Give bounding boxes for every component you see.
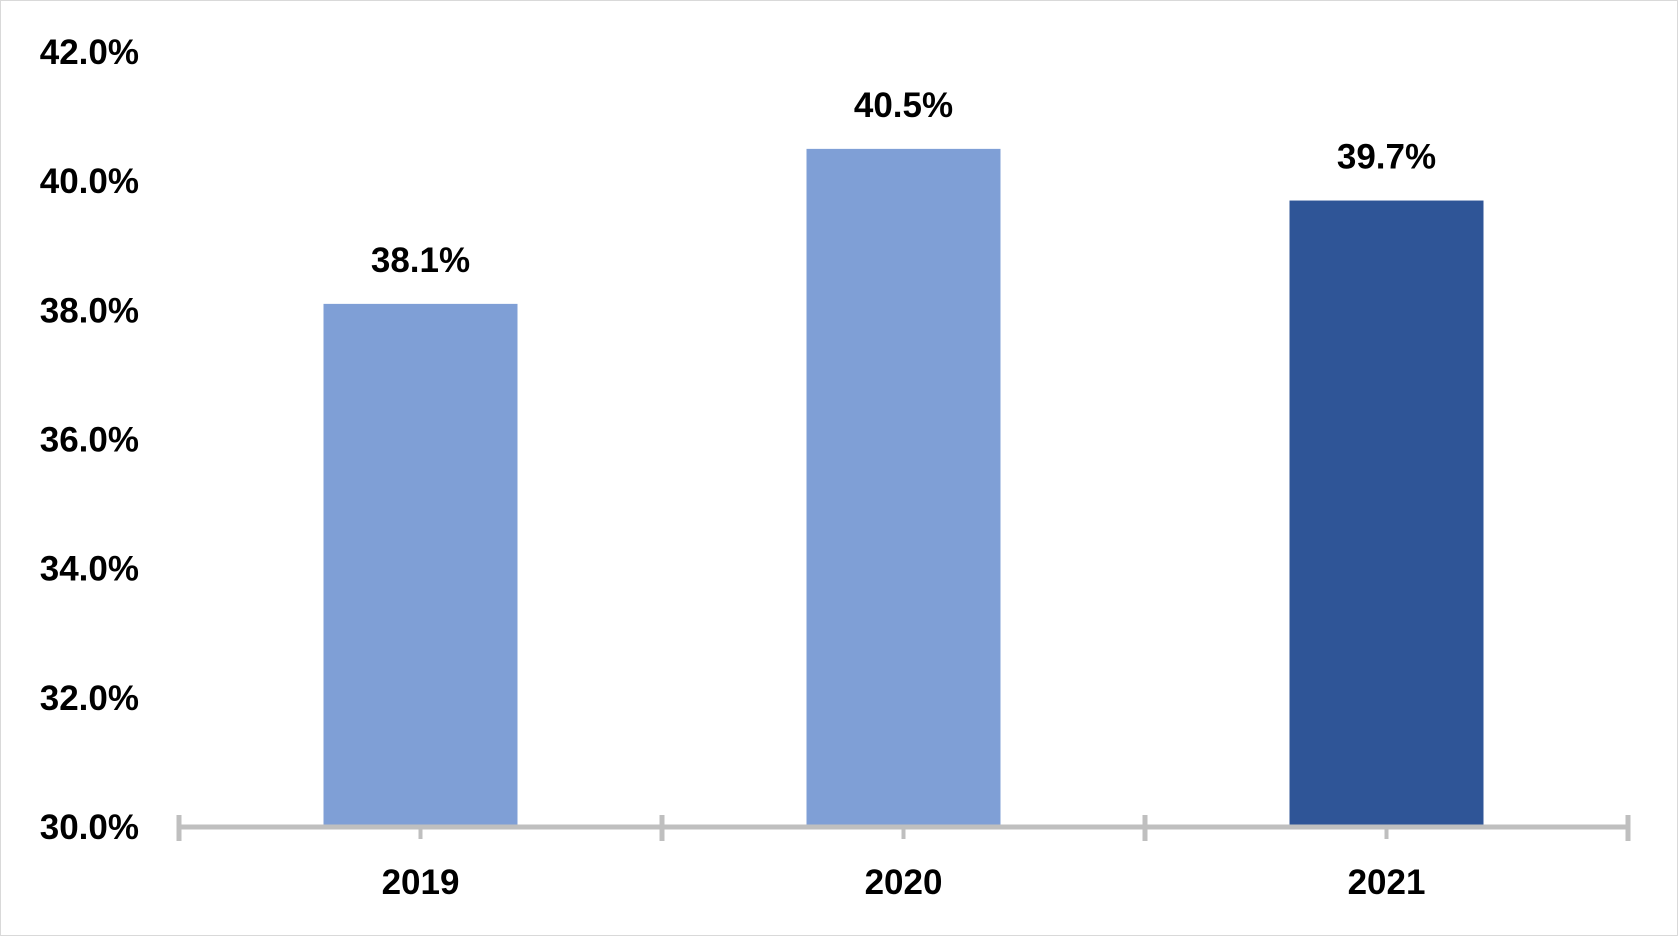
category-labels: 2019 2020 2021	[382, 863, 1426, 902]
category-label-2021: 2021	[1348, 863, 1426, 902]
y-tick-label: 32.0%	[40, 679, 139, 718]
y-tick-label: 42.0%	[40, 33, 139, 72]
x-axis	[176, 815, 1631, 841]
y-tick-label: 34.0%	[40, 550, 139, 589]
y-tick-label: 40.0%	[40, 162, 139, 201]
data-labels: 38.1% 40.5% 39.7%	[371, 86, 1436, 280]
category-label-2019: 2019	[382, 863, 460, 902]
category-label-2020: 2020	[865, 863, 943, 902]
bar-2019	[323, 303, 518, 827]
bar-2021	[1289, 200, 1484, 827]
y-tick-label: 38.0%	[40, 291, 139, 330]
y-tick-label: 36.0%	[40, 421, 139, 460]
data-label-2021: 39.7%	[1337, 138, 1436, 177]
bars	[323, 148, 1484, 827]
bar-2020	[806, 148, 1001, 827]
y-tick-label: 30.0%	[40, 808, 139, 847]
data-label-2020: 40.5%	[854, 86, 953, 125]
data-label-2019: 38.1%	[371, 241, 470, 280]
y-axis-ticks: 30.0% 32.0% 34.0% 36.0% 38.0% 40.0% 42.0%	[40, 33, 139, 847]
